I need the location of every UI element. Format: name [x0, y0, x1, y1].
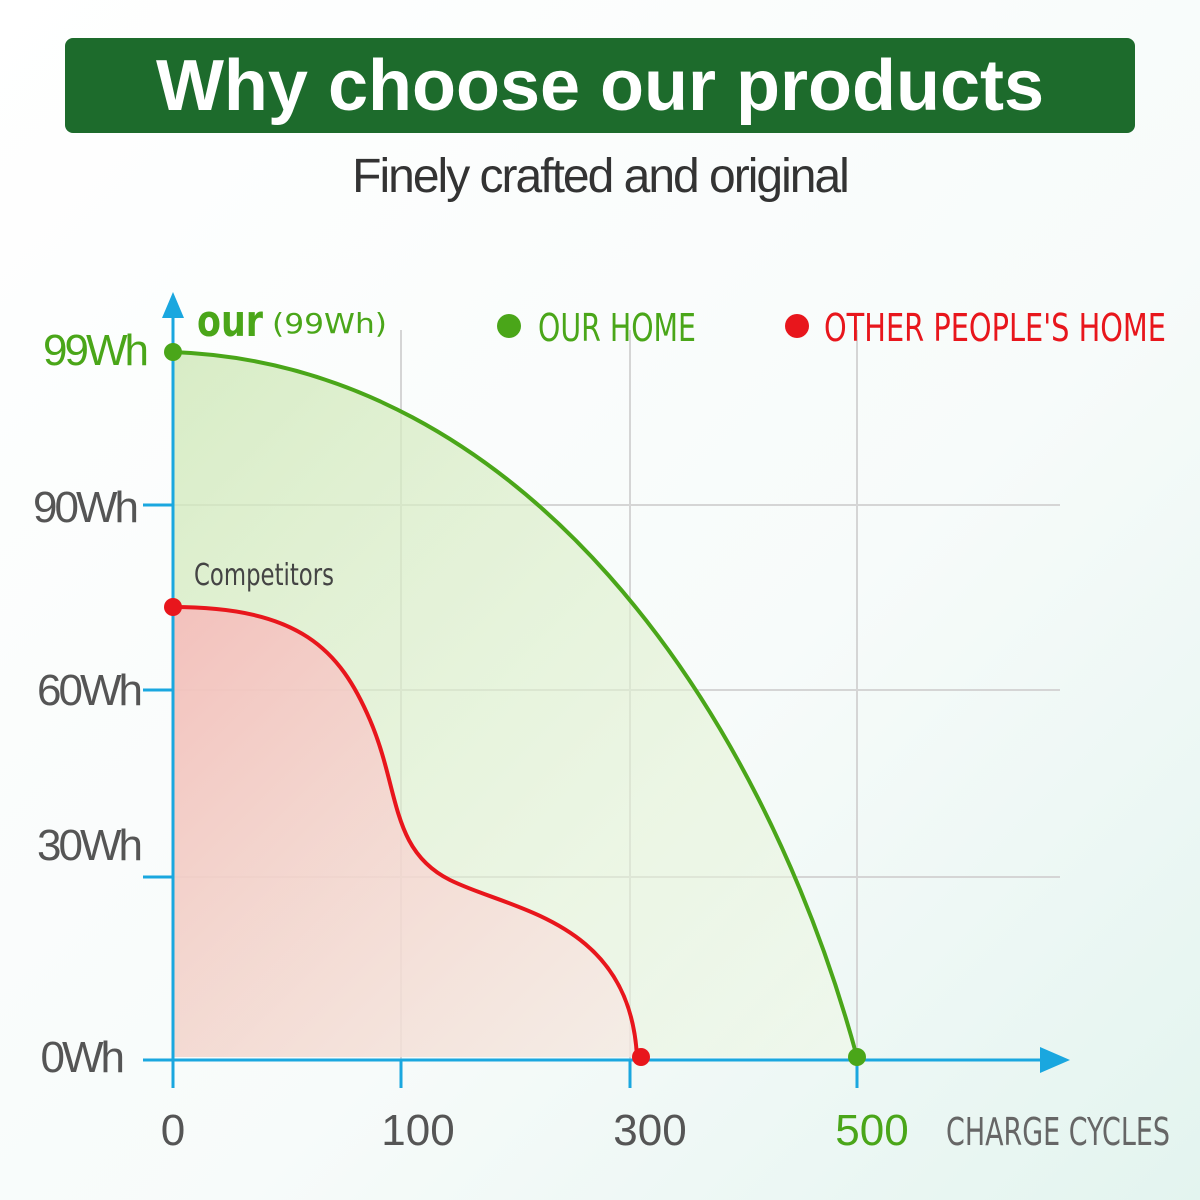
x-label: 0 [161, 1106, 185, 1155]
end-dot [848, 1048, 866, 1066]
our-curve [172, 350, 859, 1058]
y-label: 0Wh [41, 1033, 123, 1082]
x-labels: 0 100 300 500 [161, 1106, 909, 1155]
start-dot [164, 598, 182, 616]
legend-item: OTHER PEOPLE'S HOME [824, 306, 1166, 350]
x-label: 300 [613, 1106, 686, 1155]
title: Why choose our products [156, 46, 1044, 126]
x-title: CHARGE CYCLES [946, 1110, 1170, 1154]
title-box [65, 38, 1135, 133]
series-capacity: (99Wh) [272, 307, 387, 340]
y-label: 30Wh [37, 821, 140, 870]
subtitle: Finely crafted and original [352, 150, 848, 203]
series-label: our [197, 296, 263, 347]
legend-item: OUR HOME [538, 306, 696, 350]
competitor-label: Competitors [194, 558, 334, 593]
y-labels: 99Wh 90Wh 60Wh 30Wh 0Wh [33, 326, 149, 1082]
y-label: 90Wh [33, 483, 136, 532]
y-label: 60Wh [37, 666, 140, 715]
competitor-curve [172, 605, 639, 1058]
y-label: 99Wh [43, 326, 146, 375]
legend-dot [785, 314, 809, 338]
x-label: 500 [835, 1106, 908, 1155]
start-dot [164, 343, 182, 361]
x-label: 100 [381, 1106, 454, 1155]
legend-dot [497, 314, 521, 338]
end-dot [632, 1048, 650, 1066]
